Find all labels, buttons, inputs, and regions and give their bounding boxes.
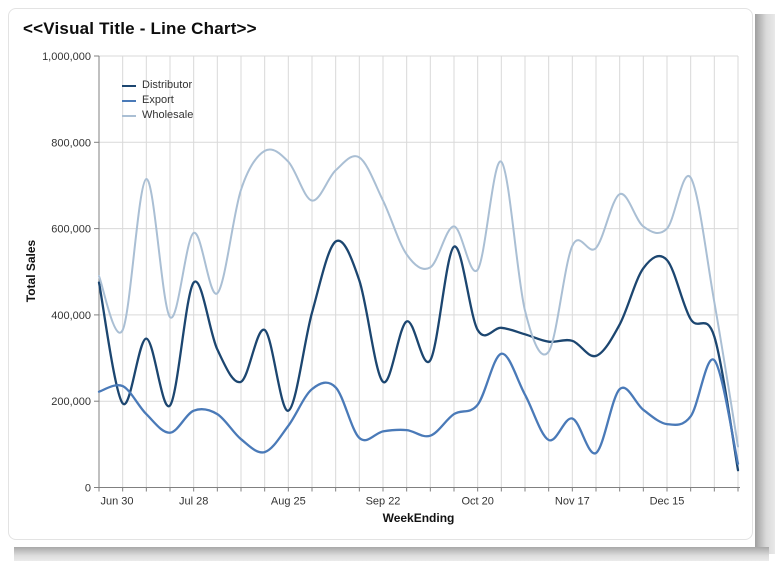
x-tick-label: Oct 20 xyxy=(461,496,493,508)
y-tick-label: 800,000 xyxy=(51,137,91,149)
y-tick-label: 600,000 xyxy=(51,224,91,236)
legend-swatch-distributor xyxy=(122,84,136,87)
page-shadow-right xyxy=(755,14,775,554)
chart-title: <<Visual Title - Line Chart>> xyxy=(23,19,257,38)
legend-item-distributor[interactable]: Distributor xyxy=(122,78,193,93)
y-tick-label: 0 xyxy=(85,483,91,495)
y-tick-label: 200,000 xyxy=(51,396,91,408)
x-tick-label: Sep 22 xyxy=(366,496,401,508)
page-shadow-bottom xyxy=(14,547,769,561)
legend-item-wholesale[interactable]: Wholesale xyxy=(122,108,193,123)
x-tick-label: Nov 17 xyxy=(555,496,590,508)
legend: Distributor Export Wholesale xyxy=(122,78,193,123)
chart-canvas: 0 200,000 400,000 600,000 800,000 1,000,000 Ju… xyxy=(42,51,740,508)
legend-swatch-wholesale xyxy=(122,114,136,117)
x-tick-label: Aug 25 xyxy=(271,496,306,508)
series-line-distributor xyxy=(97,239,740,472)
legend-swatch-export xyxy=(122,99,136,102)
y-tick-label: 400,000 xyxy=(51,310,91,322)
y-axis-title: Total Sales xyxy=(24,239,38,303)
x-tick-label: Dec 15 xyxy=(650,496,685,508)
y-tick-label: 1,000,000 xyxy=(42,51,91,63)
legend-item-export[interactable]: Export xyxy=(122,93,193,108)
x-tick-label: Jun 30 xyxy=(100,496,133,508)
x-tick-label: Jul 28 xyxy=(179,496,208,508)
x-axis-title: WeekEnding xyxy=(382,511,455,525)
chart-area: 0 200,000 400,000 600,000 800,000 1,000,000 Ju… xyxy=(9,9,754,541)
chart-card: <<Visual Title - Line Chart>> 0 200,000 40… xyxy=(8,8,753,540)
series-line-wholesale xyxy=(98,148,739,448)
series-line-export xyxy=(97,352,740,465)
